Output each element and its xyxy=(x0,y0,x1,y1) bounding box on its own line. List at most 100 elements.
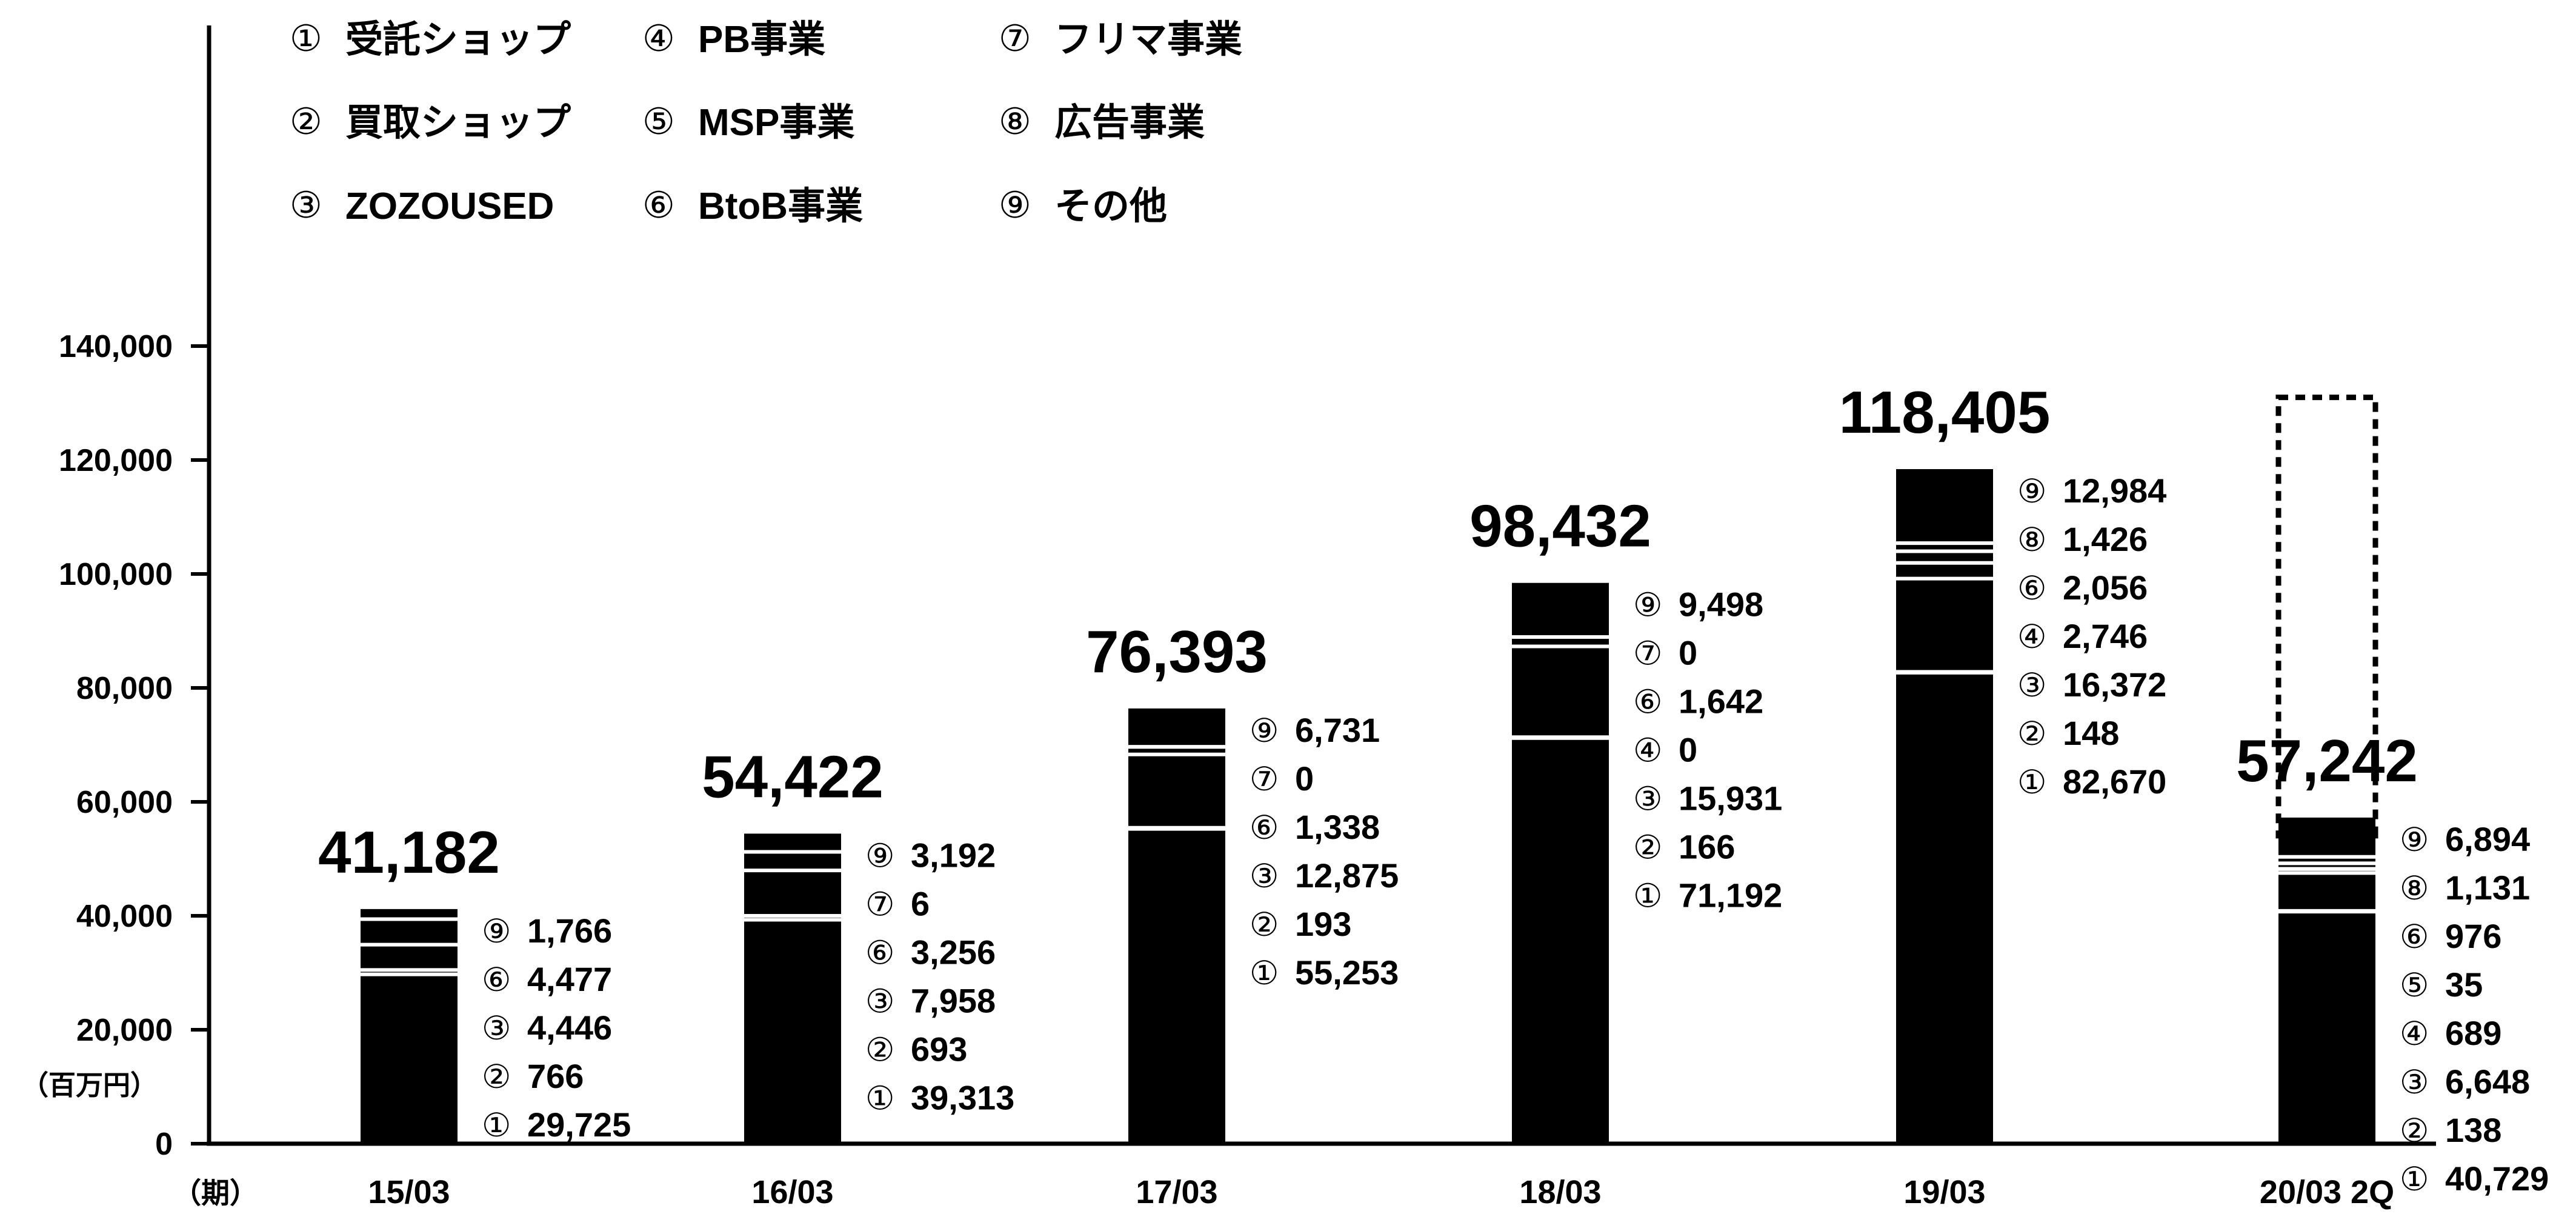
bar-total-label: 98,432 xyxy=(1469,493,1651,559)
bar xyxy=(744,833,841,1144)
segment-label-marker: ⑥ xyxy=(2400,919,2429,955)
legend-label: 買取ショップ xyxy=(345,102,571,144)
segment-label-value: 1,131 xyxy=(2445,869,2530,907)
legend-label: 広告事業 xyxy=(1054,102,1205,144)
legend-marker: ⑧ xyxy=(999,101,1031,142)
category-label: 20/03 2Q xyxy=(2260,1174,2394,1210)
x-axis-label: （期） xyxy=(173,1177,258,1209)
segment-label-marker: ④ xyxy=(1633,733,1662,769)
category-label: 17/03 xyxy=(1136,1174,1217,1210)
segment-label-marker: ③ xyxy=(1250,858,1279,895)
segment-label-value: 6 xyxy=(911,884,930,922)
bar-total-label: 41,182 xyxy=(318,819,500,885)
y-tick-label: 80,000 xyxy=(76,671,173,706)
segment-label-value: 1,426 xyxy=(2063,520,2148,558)
legend-marker: ⑨ xyxy=(999,185,1031,225)
segment-label-marker: ① xyxy=(2017,764,2046,801)
segment-label-marker: ③ xyxy=(2400,1064,2429,1101)
segment-label-marker: ⑦ xyxy=(1633,636,1662,672)
segment-label-value: 976 xyxy=(2445,917,2501,955)
bars xyxy=(361,395,2378,1144)
segment-label-value: 6,648 xyxy=(2445,1062,2530,1101)
segment-label-value: 4,477 xyxy=(527,960,612,998)
segment-label-value: 138 xyxy=(2445,1111,2501,1149)
segment-label-value: 9,498 xyxy=(1679,585,1763,624)
segment-label-marker: ⑥ xyxy=(2017,570,2046,607)
segment-label-value: 40,729 xyxy=(2445,1159,2549,1198)
segment-label-value: 15,931 xyxy=(1679,779,1782,818)
legend-label: フリマ事業 xyxy=(1054,19,1242,61)
segment-label-value: 7,958 xyxy=(911,981,996,1019)
segment-label-value: 71,192 xyxy=(1679,876,1782,915)
segment-label-marker: ② xyxy=(2400,1113,2429,1149)
legend-label: 受託ショップ xyxy=(345,19,571,61)
y-tick-label: 0 xyxy=(155,1127,173,1162)
segment-label-value: 39,313 xyxy=(911,1078,1014,1116)
segment-label-value: 1,766 xyxy=(527,912,612,950)
segment-label-marker: ② xyxy=(1250,907,1279,943)
segment-label-value: 0 xyxy=(1295,759,1314,798)
bar xyxy=(1128,708,1225,1144)
segment-label-marker: ① xyxy=(2400,1161,2429,1198)
legend-marker: ④ xyxy=(642,18,675,59)
segment-label-marker: ⑨ xyxy=(482,913,511,950)
bar xyxy=(2278,817,2375,1144)
segment-label-value: 2,746 xyxy=(2063,617,2148,655)
y-tick-label: 40,000 xyxy=(76,899,173,934)
segment-label-marker: ⑥ xyxy=(865,935,894,971)
segment-label-value: 3,192 xyxy=(911,836,996,874)
legend-label: ZOZOUSED xyxy=(345,185,554,227)
category-label: 16/03 xyxy=(751,1174,833,1210)
category-label: 18/03 xyxy=(1519,1174,1601,1210)
segment-label-value: 82,670 xyxy=(2063,762,2166,801)
legend-label: PB事業 xyxy=(698,19,825,61)
y-tick-label: 20,000 xyxy=(76,1013,173,1048)
segment-label-value: 4,446 xyxy=(527,1009,612,1047)
segment-label-value: 2,056 xyxy=(2063,569,2148,607)
segment-labels: 41,182 15/03 ⑨ 1,766 ⑥ 4,477 ③ 4,446 ② 766 ① 29,725… xyxy=(318,379,2549,1210)
axes: 0 20,000 40,000 60,000 80,000 100,000 120,000 1… xyxy=(59,25,2436,1162)
y-tick-label: 60,000 xyxy=(76,785,173,820)
legend-marker: ⑤ xyxy=(642,101,675,142)
bar xyxy=(1512,582,1609,1144)
bar-total-label: 54,422 xyxy=(702,743,884,810)
legend-label: BtoB事業 xyxy=(698,185,863,227)
segment-label-value: 12,984 xyxy=(2063,472,2166,510)
segment-label-marker: ③ xyxy=(482,1010,511,1047)
segment-label-marker: ⑨ xyxy=(2400,822,2429,858)
category-label: 15/03 xyxy=(368,1174,450,1210)
segment-label-marker: ⑧ xyxy=(2400,870,2429,907)
segment-label-marker: ⑧ xyxy=(2017,522,2046,558)
segment-label-value: 193 xyxy=(1295,905,1351,943)
segment-label-marker: ⑥ xyxy=(1633,684,1662,721)
segment-label-marker: ② xyxy=(2017,716,2046,752)
bar-total-label: 57,242 xyxy=(2236,727,2418,794)
unit-label: （百万円） xyxy=(21,1070,158,1101)
segment-label-marker: ⑨ xyxy=(2017,473,2046,510)
legend-marker: ⑥ xyxy=(642,185,675,225)
segment-label-marker: ① xyxy=(1633,878,1662,915)
segment-label-value: 766 xyxy=(527,1057,584,1095)
legend-marker: ③ xyxy=(290,185,322,225)
segment-label-value: 3,256 xyxy=(911,933,996,971)
legend: ① 受託ショップ ② 買取ショップ ③ ZOZOUSED ④ PB事業 ⑤ MSP事業 ⑥ BtoB事… xyxy=(290,18,1242,227)
y-tick-label: 120,000 xyxy=(59,443,173,478)
legend-label: MSP事業 xyxy=(698,102,854,144)
legend-label: その他 xyxy=(1054,185,1167,227)
segment-label-value: 35 xyxy=(2445,966,2483,1004)
segment-label-marker: ⑦ xyxy=(865,886,894,922)
legend-marker: ① xyxy=(290,18,322,59)
segment-label-value: 693 xyxy=(911,1030,967,1068)
bar-total-label: 118,405 xyxy=(1839,379,2051,445)
segment-label-value: 0 xyxy=(1679,731,1697,769)
segment-label-value: 12,875 xyxy=(1295,856,1399,895)
segment-label-value: 6,731 xyxy=(1295,711,1380,749)
segment-label-marker: ⑦ xyxy=(1250,761,1279,798)
category-label: 19/03 xyxy=(1903,1174,1985,1210)
y-tick-label: 100,000 xyxy=(59,557,173,592)
bar-total-label: 76,393 xyxy=(1086,618,1268,685)
segment-label-value: 16,372 xyxy=(2063,665,2166,704)
segment-label-marker: ⑨ xyxy=(1633,587,1662,624)
segment-label-value: 148 xyxy=(2063,714,2119,752)
